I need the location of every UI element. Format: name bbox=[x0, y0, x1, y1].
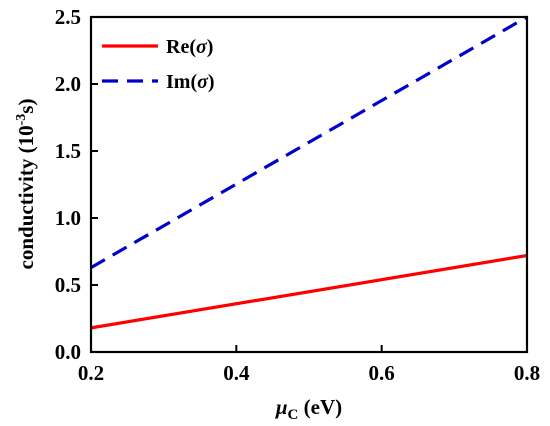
x-tick-label: 0.2 bbox=[78, 361, 104, 385]
y-tick-label: 1.5 bbox=[55, 139, 81, 163]
tick-layer: 0.2 0.4 0.6 0.8 0.0 0.5 1.0 1.5 2.0 2.5 bbox=[55, 5, 540, 385]
y-tick-label: 0.5 bbox=[55, 273, 81, 297]
y-axis-label-main: conductivity (10 bbox=[14, 125, 38, 269]
x-axis-label-symbol: μ bbox=[275, 395, 288, 419]
y-axis-label: conductivity (10-3s) bbox=[14, 99, 38, 270]
x-tick-label: 0.8 bbox=[514, 361, 540, 385]
legend-label-1: Im(σ) bbox=[166, 71, 215, 93]
y-axis-label-exponent: -3 bbox=[14, 114, 29, 126]
legend: Re(σ) Im(σ) bbox=[102, 36, 215, 93]
y-tick-label: 2.5 bbox=[55, 5, 81, 29]
x-tick-label: 0.6 bbox=[369, 361, 395, 385]
x-tick-label: 0.4 bbox=[223, 361, 250, 385]
x-axis-label-unit: (eV) bbox=[298, 395, 342, 419]
plot-frame bbox=[89, 15, 529, 354]
y-tick-label: 1.0 bbox=[55, 206, 81, 230]
series-line-0 bbox=[90, 253, 528, 330]
x-axis-label-subscript: C bbox=[288, 407, 299, 423]
series-line-1 bbox=[90, 15, 528, 269]
x-axis-label: μC (eV) bbox=[275, 395, 342, 423]
y-tick-label: 2.0 bbox=[55, 72, 81, 96]
y-axis-label-unit: s) bbox=[14, 99, 38, 114]
series-layer bbox=[90, 15, 528, 330]
legend-label-0: Re(σ) bbox=[166, 36, 213, 58]
y-tick-label: 0.0 bbox=[55, 340, 81, 364]
